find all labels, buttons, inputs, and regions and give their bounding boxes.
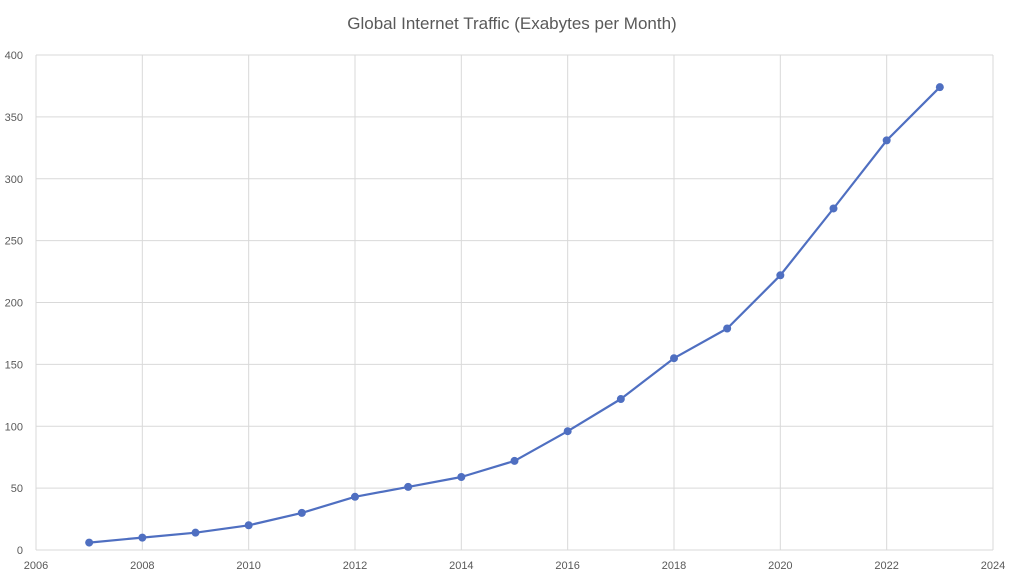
data-point [351,492,359,501]
y-tick-label: 100 [5,421,23,433]
data-point [85,538,94,547]
y-tick-label: 200 [5,298,23,310]
data-point [829,204,838,213]
y-tick-label: 400 [5,50,23,62]
data-point [563,427,572,436]
tick-label-layer: 0 50 100 150 200 250 300 350 400 2006 2008 2010 2012… [5,50,1006,572]
x-tick-label: 2012 [343,560,367,572]
x-tick-label: 2006 [24,560,48,572]
y-tick-label: 150 [5,359,23,371]
grid-layer [35,54,994,551]
data-point [776,271,785,280]
data-point [723,324,732,333]
x-tick-label: 2018 [662,560,686,572]
x-tick-label: 2014 [449,560,473,572]
series-layer [85,83,944,547]
x-tick-label: 2008 [130,560,154,572]
series-line [89,86,941,544]
y-tick-label: 350 [5,112,23,124]
x-tick-label: 2016 [555,560,579,572]
data-point [616,395,625,404]
x-tick-label: 2022 [874,560,898,572]
data-point [457,472,466,481]
data-point [138,533,147,542]
y-tick-label: 50 [11,483,23,495]
data-point [404,482,413,491]
x-tick-label: 2024 [981,560,1005,572]
y-tick-label: 250 [5,236,23,248]
y-tick-label: 300 [5,174,23,186]
data-point [882,136,891,145]
x-tick-label: 2020 [768,560,792,572]
data-point [244,521,253,530]
chart-title: Global Internet Traffic (Exabytes per Mo… [347,14,677,33]
data-point [510,456,519,465]
data-point [191,528,200,537]
y-tick-label: 0 [17,545,23,557]
data-point [935,83,944,92]
data-point [670,354,678,363]
data-point [297,508,306,517]
x-tick-label: 2010 [236,560,260,572]
